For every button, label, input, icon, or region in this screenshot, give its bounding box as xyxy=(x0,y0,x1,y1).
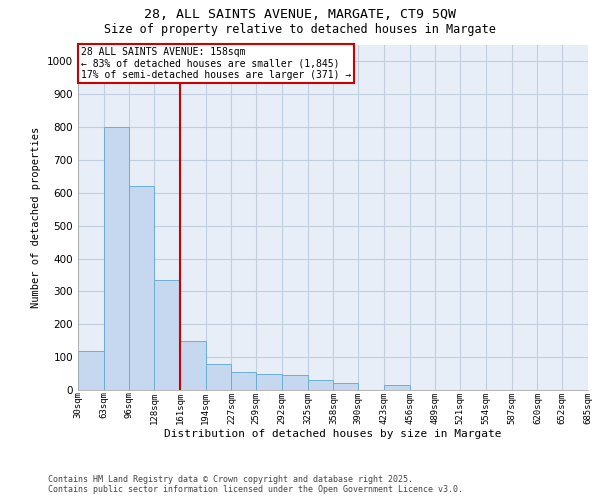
Bar xyxy=(256,374,282,390)
Text: 28 ALL SAINTS AVENUE: 158sqm
← 83% of detached houses are smaller (1,845)
17% of: 28 ALL SAINTS AVENUE: 158sqm ← 83% of de… xyxy=(80,46,351,80)
Y-axis label: Number of detached properties: Number of detached properties xyxy=(31,127,41,308)
X-axis label: Distribution of detached houses by size in Margate: Distribution of detached houses by size … xyxy=(164,429,502,439)
Bar xyxy=(154,280,180,390)
Text: Contains HM Land Registry data © Crown copyright and database right 2025.
Contai: Contains HM Land Registry data © Crown c… xyxy=(48,474,463,494)
Bar xyxy=(334,384,358,390)
Bar xyxy=(180,340,206,390)
Bar xyxy=(232,372,256,390)
Text: 28, ALL SAINTS AVENUE, MARGATE, CT9 5QW: 28, ALL SAINTS AVENUE, MARGATE, CT9 5QW xyxy=(144,8,456,20)
Bar xyxy=(308,380,334,390)
Bar xyxy=(206,364,232,390)
Bar xyxy=(130,186,154,390)
Bar xyxy=(282,375,308,390)
Bar xyxy=(384,385,410,390)
Bar xyxy=(78,350,104,390)
Text: Size of property relative to detached houses in Margate: Size of property relative to detached ho… xyxy=(104,22,496,36)
Bar xyxy=(104,127,130,390)
